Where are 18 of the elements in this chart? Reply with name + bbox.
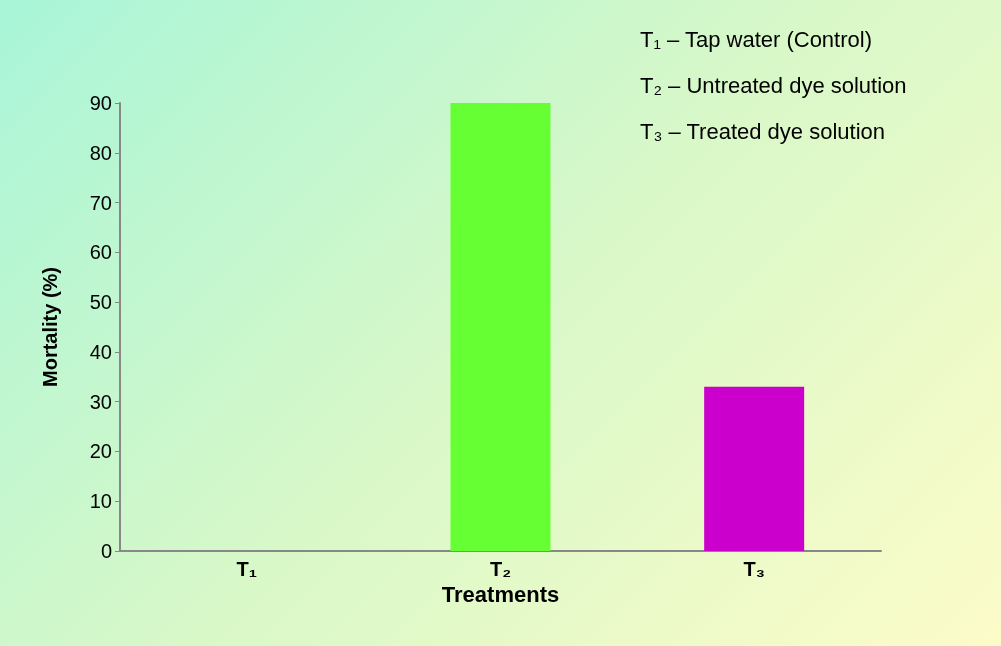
y-tick-label: 0 <box>100 540 112 562</box>
x-tick-label: T₂ <box>489 558 512 580</box>
y-tick-label: 20 <box>89 440 112 463</box>
y-tick-label: 50 <box>89 291 112 314</box>
x-axis-title: Treatments <box>441 582 560 608</box>
y-tick-label: 70 <box>89 191 112 214</box>
y-tick-label: 40 <box>89 340 112 363</box>
y-tick-label: 30 <box>89 390 112 413</box>
y-tick-label: 90 <box>89 92 112 114</box>
text: T₁ – Tap water (Control) <box>640 26 872 52</box>
x-tick-label: T₃ <box>743 558 765 580</box>
x-tick-label: T₁ <box>236 558 258 580</box>
y-tick-label: 10 <box>89 490 112 513</box>
annotation: T₃ – Treated dye solution <box>640 118 885 144</box>
y-axis-title: Mortality (%) <box>39 267 61 387</box>
y-tick-label: 60 <box>89 241 112 264</box>
y-tick-label: 80 <box>89 141 112 164</box>
text: T₂ – Untreated dye solution <box>640 72 907 98</box>
